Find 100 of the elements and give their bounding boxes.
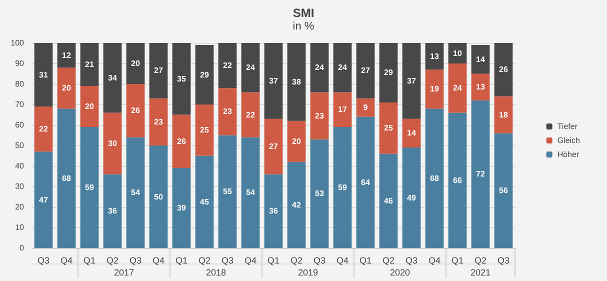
data-label: 45: [200, 197, 210, 206]
data-label: 26: [499, 65, 508, 74]
bar: [379, 154, 398, 248]
data-label: 68: [62, 174, 72, 183]
bar: [172, 43, 191, 115]
bar: [241, 43, 260, 92]
data-label: 25: [384, 124, 394, 133]
data-label: 20: [62, 84, 72, 93]
data-label: 20: [131, 59, 140, 68]
bar: [402, 148, 421, 248]
data-label: 13: [430, 52, 440, 61]
data-label: 26: [177, 136, 186, 146]
text: 2020: [390, 268, 410, 278]
data-label: 22: [39, 124, 48, 134]
bar: [379, 43, 398, 102]
data-label: 24: [246, 63, 256, 72]
data-label: 37: [269, 76, 278, 86]
bar: [494, 96, 513, 134]
x-tick-label: Q4: [60, 256, 73, 266]
data-label: 19: [430, 84, 440, 94]
data-label: 68: [430, 174, 440, 183]
bar: [425, 43, 444, 70]
data-label: 36: [108, 206, 118, 216]
y-tick-label: 90: [15, 59, 25, 68]
bar: [310, 43, 329, 92]
bar: [471, 100, 490, 248]
bar: [494, 43, 513, 96]
data-label: 36: [269, 206, 278, 216]
bar: [172, 114, 191, 168]
bar: [57, 68, 76, 109]
data-label: 50: [154, 192, 164, 202]
bar: [34, 152, 53, 248]
bar: [448, 64, 467, 113]
data-label: 24: [453, 84, 462, 93]
bar: [287, 120, 306, 162]
bar: [471, 45, 490, 74]
bar: [379, 102, 398, 154]
data-label: 54: [246, 188, 256, 198]
bar: [218, 43, 237, 88]
data-label: 24: [338, 63, 348, 72]
x-tick-label: Q2: [198, 256, 211, 266]
data-label: 34: [108, 73, 118, 82]
bar: [333, 43, 352, 92]
bar: [241, 92, 260, 138]
x-tick-label: Q3: [221, 256, 234, 266]
bar: [241, 137, 260, 248]
bar: [264, 43, 283, 119]
y-tick-label: 70: [15, 100, 25, 109]
data-label: 20: [292, 136, 302, 146]
x-tick-label: Q4: [244, 256, 257, 266]
y-tick-label: 100: [10, 38, 25, 48]
data-label: 59: [85, 183, 94, 192]
y-tick-label: 10: [15, 223, 25, 232]
bar: [103, 112, 122, 174]
data-label: 64: [361, 178, 370, 187]
bar: [310, 92, 329, 140]
data-label: 47: [39, 195, 48, 204]
bar: [494, 133, 513, 248]
data-label: 37: [407, 76, 416, 86]
x-tick-label: Q3: [37, 256, 50, 266]
bar: [471, 74, 490, 100]
bar: [333, 127, 352, 248]
x-tick-label: Q4: [152, 256, 165, 266]
data-label: 27: [154, 66, 164, 76]
bar: [34, 106, 53, 152]
data-label: 17: [338, 105, 348, 114]
data-label: 26: [131, 106, 140, 116]
data-label: 22: [246, 110, 256, 120]
x-tick-label: Q1: [267, 256, 280, 266]
bar: [425, 108, 444, 248]
x-tick-label: Q2: [474, 256, 487, 266]
bar: [402, 118, 421, 148]
data-label: 49: [407, 193, 416, 202]
x-tick-label: Q2: [106, 256, 119, 266]
bar: [103, 174, 122, 248]
data-label: 14: [407, 128, 416, 138]
chart-title: SMI: [292, 6, 314, 20]
bar: [80, 86, 99, 128]
bar: [149, 146, 168, 248]
data-label: 39: [177, 204, 186, 213]
bar: [218, 135, 237, 248]
bar: [57, 43, 76, 68]
data-label: 9: [363, 103, 368, 112]
bar: [80, 127, 99, 248]
text: 2017: [114, 268, 134, 278]
data-label: 55: [223, 187, 232, 196]
bar: [80, 43, 99, 86]
bar: [195, 156, 214, 248]
data-label: 29: [384, 68, 394, 78]
bar: [356, 98, 375, 117]
y-tick-label: 60: [15, 120, 25, 130]
y-tick-label: 0: [20, 244, 25, 252]
text: 2019: [298, 268, 318, 278]
bar: [333, 92, 352, 128]
bar: [402, 43, 421, 119]
legend-label: Gleich: [557, 136, 580, 145]
x-tick-label: Q1: [83, 256, 96, 266]
bar: [103, 43, 122, 113]
x-tick-label: Q1: [451, 256, 464, 266]
y-tick-label: 50: [15, 141, 25, 150]
